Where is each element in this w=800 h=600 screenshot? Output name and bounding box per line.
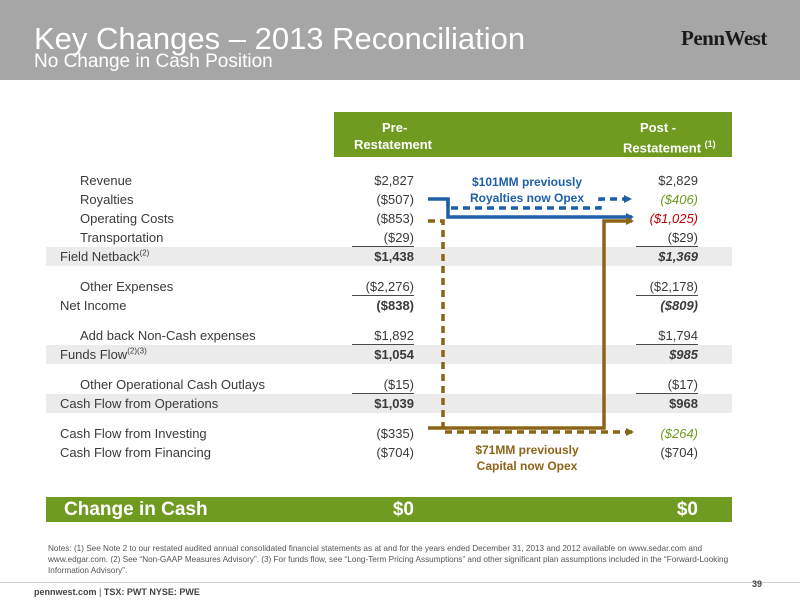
pre-header-line2: Restatement <box>353 137 433 152</box>
change-in-cash-bar: Change in Cash $0 $0 <box>46 497 732 522</box>
subtotal-underline <box>636 295 698 296</box>
change-label: Change in Cash <box>64 499 208 520</box>
row-label: Other Operational Cash Outlays <box>80 377 265 392</box>
footer-separator: | <box>96 587 104 597</box>
royalties-callout: $101MM previously Royalties now Opex <box>462 174 592 206</box>
subtotal-underline <box>636 344 698 345</box>
table-row: Cash Flow from Financing ($704) ($704) <box>46 443 732 462</box>
post-header-line1: Post - <box>640 120 677 135</box>
pre-value: $1,892 <box>374 328 414 343</box>
change-pre-value: $0 <box>392 499 414 520</box>
pre-value: $1,054 <box>374 347 414 362</box>
pre-value: ($853) <box>376 211 414 226</box>
table-row: Other Operational Cash Outlays ($15) ($1… <box>46 375 732 394</box>
header-bar: Key Changes – 2013 Reconciliation No Cha… <box>0 0 800 80</box>
row-label: Revenue <box>80 173 133 188</box>
pre-value: ($15) <box>383 377 414 392</box>
row-label: Other Expenses <box>80 279 174 294</box>
callout-line: $101MM previously <box>471 175 583 189</box>
table-row: Field Netback(2) $1,438 $1,369 <box>46 247 732 266</box>
table-row: Transportation ($29) ($29) <box>46 228 732 247</box>
pre-value: $2,827 <box>374 173 414 188</box>
row-label: Royalties <box>80 192 134 207</box>
pre-value: ($704) <box>376 445 414 460</box>
row-label: Net Income <box>60 298 127 313</box>
pre-value: $1,438 <box>374 249 414 264</box>
row-label: Operating Costs <box>80 211 174 226</box>
table-row: Cash Flow from Investing ($335) ($264) <box>46 424 732 443</box>
post-header-note: (1) <box>704 139 716 149</box>
subtotal-underline <box>352 344 414 345</box>
callout-line: Royalties now Opex <box>469 191 585 205</box>
column-header-bar: Pre- Restatement Post - Restatement (1) <box>334 112 732 157</box>
subtotal-underline <box>352 246 414 247</box>
pre-header-line1: Pre- <box>382 120 408 135</box>
pre-value: ($2,276) <box>365 279 414 294</box>
post-value: $1,369 <box>658 249 698 264</box>
row-label: Cash Flow from Operations <box>60 396 219 411</box>
blue-arrow-dashed <box>446 195 632 210</box>
page-number: 39 <box>752 579 763 589</box>
post-value: $2,829 <box>658 173 698 188</box>
post-value: ($704) <box>660 445 698 460</box>
post-value: $985 <box>669 347 698 362</box>
subtotal-underline <box>636 246 698 247</box>
footer: pennwest.com | TSX: PWT NYSE: PWE <box>34 587 200 597</box>
footer-divider <box>0 582 800 583</box>
post-value: ($1,025) <box>649 211 698 226</box>
footer-site-link[interactable]: pennwest.com <box>34 587 97 597</box>
post-value: $968 <box>669 396 698 411</box>
pre-value: ($29) <box>383 230 414 245</box>
pennwest-logo: PennWest <box>681 26 767 50</box>
row-label: Cash Flow from Investing <box>60 426 207 441</box>
callout-line: $71MM previously <box>475 443 579 457</box>
footer-tickers: TSX: PWT NYSE: PWE <box>103 587 200 597</box>
blue-arrow-solid <box>428 197 634 221</box>
pre-value: ($335) <box>376 426 414 441</box>
row-footnote: (2)(3) <box>127 346 147 356</box>
pre-value: $1,039 <box>374 396 414 411</box>
callout-line: Capital now Opex <box>476 459 578 473</box>
pre-value: ($507) <box>376 192 414 207</box>
post-header-line2: Restatement (1) <box>623 136 733 156</box>
subtotal-underline <box>636 393 698 394</box>
change-post-value: $0 <box>676 499 698 520</box>
row-label: Add back Non-Cash expenses <box>80 328 256 343</box>
table-row: Funds Flow(2)(3) $1,054 $985 <box>46 345 732 364</box>
table-row: Add back Non-Cash expenses $1,892 $1,794 <box>46 326 732 345</box>
table-row: Operating Costs ($853) ($1,025) <box>46 209 732 228</box>
subtotal-underline <box>352 295 414 296</box>
post-value: ($29) <box>667 230 698 245</box>
row-label: Transportation <box>80 230 164 245</box>
post-value: ($264) <box>660 426 698 441</box>
subtotal-underline <box>352 393 414 394</box>
post-value: $1,794 <box>658 328 698 343</box>
post-value: ($2,178) <box>649 279 698 294</box>
row-label-text: Funds Flow <box>60 347 128 362</box>
post-value: ($17) <box>667 377 698 392</box>
row-label: Cash Flow from Financing <box>60 445 211 460</box>
table-row: Net Income ($838) ($809) <box>46 296 732 315</box>
post-header-line2-text: Restatement <box>623 140 702 156</box>
table-row: Revenue $2,827 $2,829 <box>46 171 732 190</box>
row-label: Funds Flow(2)(3) <box>60 345 147 364</box>
table-row: Other Expenses ($2,276) ($2,178) <box>46 277 732 296</box>
brown-arrow-dashed <box>428 219 634 436</box>
pre-value: ($838) <box>376 298 414 313</box>
table-row: Cash Flow from Operations $1,039 $968 <box>46 394 732 413</box>
row-footnote: (2) <box>139 248 150 258</box>
table-row: Royalties ($507) ($406) <box>46 190 732 209</box>
page-title: Key Changes – 2013 Reconciliation <box>34 21 526 56</box>
footnotes: Notes: (1) See Note 2 to our restated au… <box>48 544 729 575</box>
post-value: ($809) <box>660 298 698 313</box>
brown-arrow-solid <box>428 217 634 430</box>
capital-callout: $71MM previously Capital now Opex <box>462 442 592 474</box>
row-label: Field Netback(2) <box>60 247 149 266</box>
page-subtitle: No Change in Cash Position <box>34 51 273 72</box>
post-value: ($406) <box>660 192 698 207</box>
row-label-text: Field Netback <box>60 249 140 264</box>
